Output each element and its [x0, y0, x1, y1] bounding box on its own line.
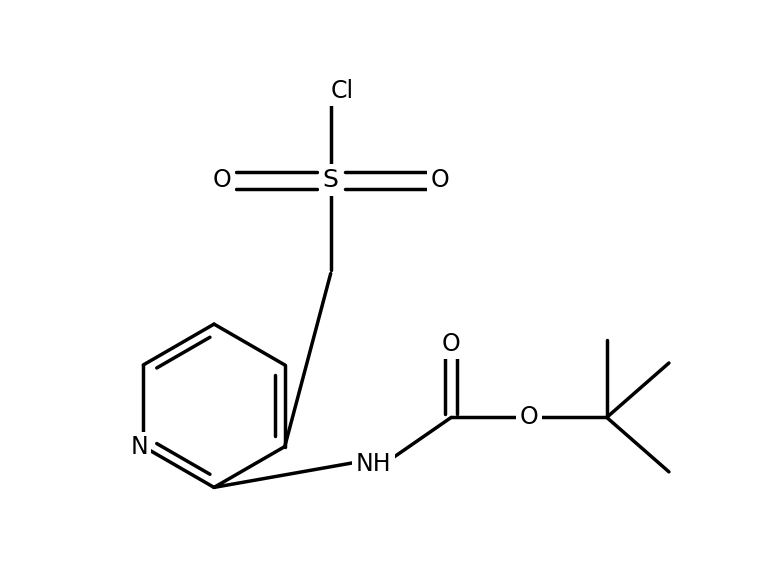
Text: Cl: Cl	[331, 79, 354, 103]
Text: O: O	[520, 406, 538, 430]
Text: NH: NH	[356, 452, 391, 476]
Text: N: N	[131, 435, 149, 459]
Text: S: S	[323, 168, 338, 192]
Text: O: O	[212, 168, 231, 192]
Text: O: O	[430, 168, 449, 192]
Text: O: O	[442, 332, 461, 356]
